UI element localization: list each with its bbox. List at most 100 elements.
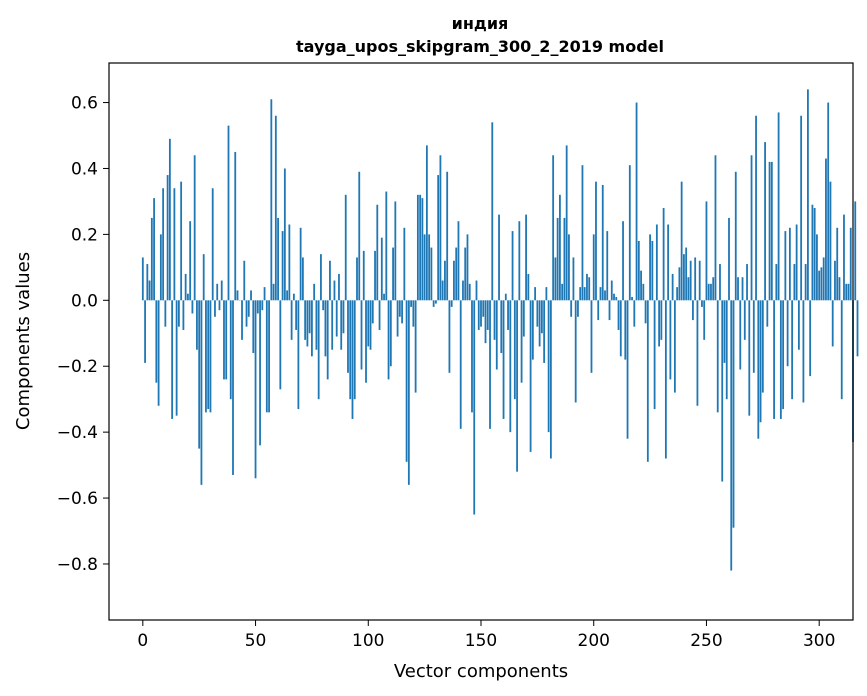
bar <box>184 273 187 301</box>
bar <box>854 201 857 301</box>
bar <box>428 234 431 301</box>
bar <box>340 300 343 350</box>
bar <box>308 300 311 334</box>
bar <box>737 277 739 301</box>
bar <box>342 300 345 334</box>
bar <box>277 217 279 301</box>
bar <box>380 237 383 301</box>
bar-series <box>141 89 859 571</box>
bar <box>694 257 697 301</box>
bar <box>263 287 266 301</box>
bar <box>326 300 329 380</box>
bar <box>236 290 239 301</box>
bar <box>651 240 654 301</box>
bar <box>701 300 703 307</box>
bar <box>196 300 198 350</box>
y-tick-label: 0.2 <box>71 225 98 245</box>
bar <box>768 161 771 301</box>
bar <box>245 300 248 327</box>
bar <box>209 300 212 413</box>
bar <box>166 175 169 301</box>
bar <box>315 300 318 350</box>
bar <box>432 300 435 307</box>
bar <box>425 145 428 301</box>
bar <box>843 214 845 301</box>
bar <box>482 300 485 317</box>
bar <box>288 224 291 301</box>
bar <box>419 194 422 301</box>
bar <box>827 102 830 301</box>
bar <box>608 300 611 321</box>
bar <box>146 264 149 301</box>
bar <box>333 280 336 301</box>
bar <box>471 300 473 413</box>
bar <box>306 300 309 347</box>
bar <box>504 293 507 301</box>
bar <box>784 231 787 301</box>
bar <box>752 300 755 373</box>
bar <box>141 257 144 301</box>
x-tick-label: 300 <box>803 631 835 651</box>
bar <box>646 300 649 462</box>
bar <box>351 300 354 419</box>
bar <box>459 300 462 429</box>
bar <box>446 171 449 301</box>
bar <box>157 300 160 406</box>
chart-subtitle: tayga_upos_skipgram_300_2_2019 model <box>296 37 664 56</box>
bar <box>475 280 478 301</box>
bar <box>536 300 539 327</box>
bar <box>205 300 207 413</box>
bar <box>788 227 791 301</box>
bar <box>168 138 171 301</box>
bar <box>324 300 327 357</box>
bar <box>281 231 284 301</box>
bar <box>775 264 778 301</box>
bar <box>444 260 446 301</box>
bar <box>254 300 257 479</box>
bar <box>667 224 670 301</box>
bar <box>563 217 566 301</box>
bar <box>540 300 543 334</box>
bar <box>840 300 843 400</box>
bar <box>220 280 223 301</box>
bar <box>369 300 372 350</box>
bar <box>164 300 167 327</box>
bar <box>455 247 458 301</box>
bar <box>628 165 631 301</box>
bar <box>358 171 361 301</box>
bar <box>414 300 417 393</box>
bar <box>531 300 534 360</box>
bar <box>595 181 597 301</box>
bar <box>232 300 234 475</box>
bar <box>586 273 588 301</box>
bar <box>491 122 494 301</box>
bar <box>502 300 505 419</box>
bar <box>387 300 390 380</box>
bar <box>430 247 433 301</box>
bar <box>761 300 764 393</box>
bar <box>272 283 275 301</box>
bar <box>642 283 645 301</box>
bar <box>770 161 773 301</box>
bar <box>777 112 780 301</box>
bar <box>734 171 737 301</box>
bar <box>516 300 518 472</box>
bar <box>347 300 349 373</box>
bar <box>572 257 575 301</box>
bar <box>171 300 174 419</box>
bar <box>144 300 146 363</box>
bar <box>703 300 706 340</box>
bar <box>412 300 415 327</box>
x-tick-label: 250 <box>690 631 722 651</box>
bar <box>173 188 176 301</box>
bar <box>687 277 690 301</box>
bar <box>561 283 564 301</box>
bar <box>189 221 192 301</box>
bar <box>599 287 602 301</box>
bar <box>831 300 834 347</box>
bar <box>261 300 264 311</box>
bar <box>403 227 406 301</box>
bar <box>304 300 307 340</box>
bar <box>229 300 232 400</box>
